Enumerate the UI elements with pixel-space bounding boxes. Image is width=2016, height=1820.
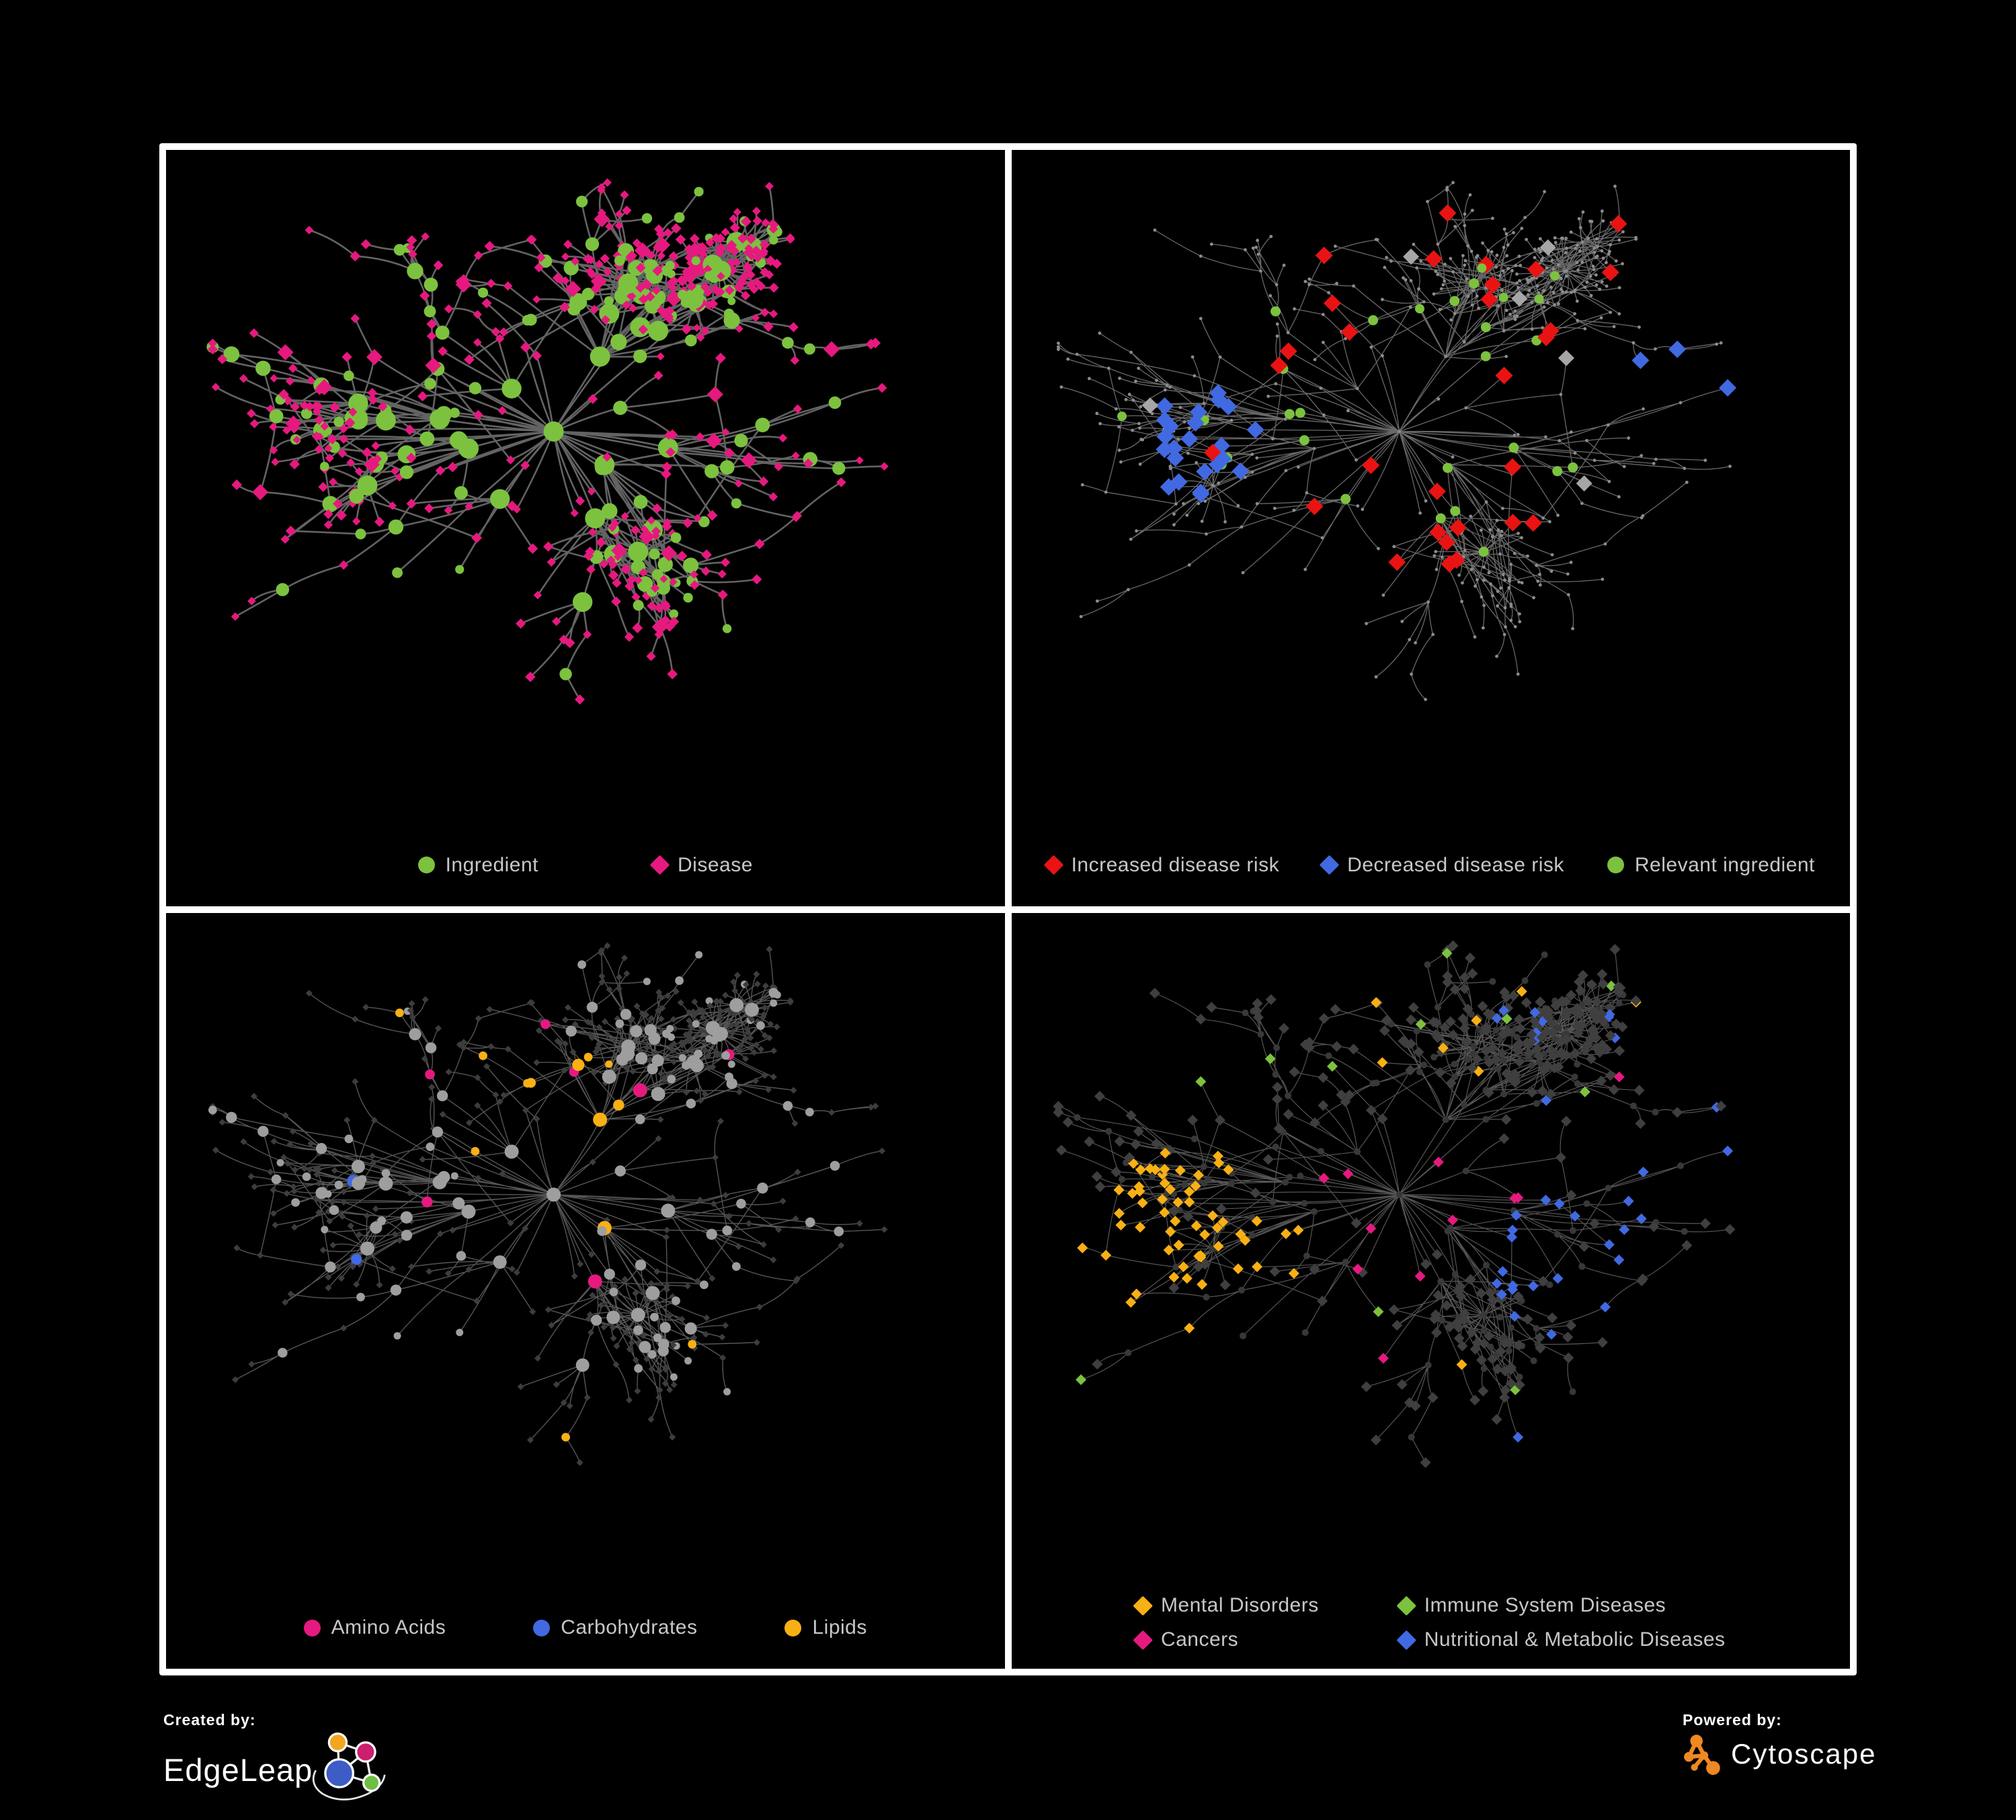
powered-by-label: Powered by: <box>1683 1711 1782 1729</box>
immune-diseases-legend-marker <box>1396 1595 1417 1616</box>
edgeleap-credit: Created by: EdgeLeap <box>163 1711 391 1807</box>
panel-grid: Ingredient Disease Increased disease ris… <box>159 143 1857 1675</box>
mental-disorders-legend-marker <box>1133 1595 1154 1616</box>
network-graph-disease-risk <box>1056 181 1736 701</box>
network-graph-ingredient-classes <box>208 942 888 1466</box>
legend-item: Immune System Diseases <box>1396 1594 1726 1617</box>
legend-label: Cancers <box>1160 1628 1239 1651</box>
legend-item: Mental Disorders <box>1133 1594 1319 1617</box>
cancers-legend-marker <box>1133 1630 1154 1650</box>
network-graph-ingredient-disease <box>206 178 889 705</box>
legend-disease-categories: Mental Disorders Immune System Diseases … <box>1133 1594 1726 1651</box>
cytoscape-credit: Powered by: Cytoscape <box>1683 1711 1876 1776</box>
panel-ingredient-disease: Ingredient Disease <box>166 150 1005 906</box>
edgeleap-wordmark: EdgeLeap <box>163 1751 313 1788</box>
network-graph-disease-categories <box>1052 940 1735 1468</box>
metabolic-diseases-legend-marker <box>1396 1630 1417 1650</box>
edgeleap-logo-icon <box>313 1732 386 1801</box>
cytoscape-logo-icon <box>1684 1735 1720 1775</box>
legend-item: Nutritional & Metabolic Diseases <box>1396 1628 1726 1651</box>
created-by-label: Created by: <box>163 1711 256 1729</box>
panel-disease-risk: Increased disease risk Decreased disease… <box>1011 150 1850 906</box>
panel-disease-categories: Mental Disorders Immune System Diseases … <box>1011 912 1850 1669</box>
cytoscape-wordmark: Cytoscape <box>1731 1738 1877 1770</box>
panel-ingredient-classes: Amino Acids Carbohydrates Lipids <box>166 912 1005 1669</box>
legend-label: Immune System Diseases <box>1424 1594 1666 1616</box>
legend-label: Mental Disorders <box>1160 1594 1319 1616</box>
legend-label: Nutritional & Metabolic Diseases <box>1424 1628 1726 1651</box>
legend-item: Cancers <box>1133 1628 1319 1651</box>
